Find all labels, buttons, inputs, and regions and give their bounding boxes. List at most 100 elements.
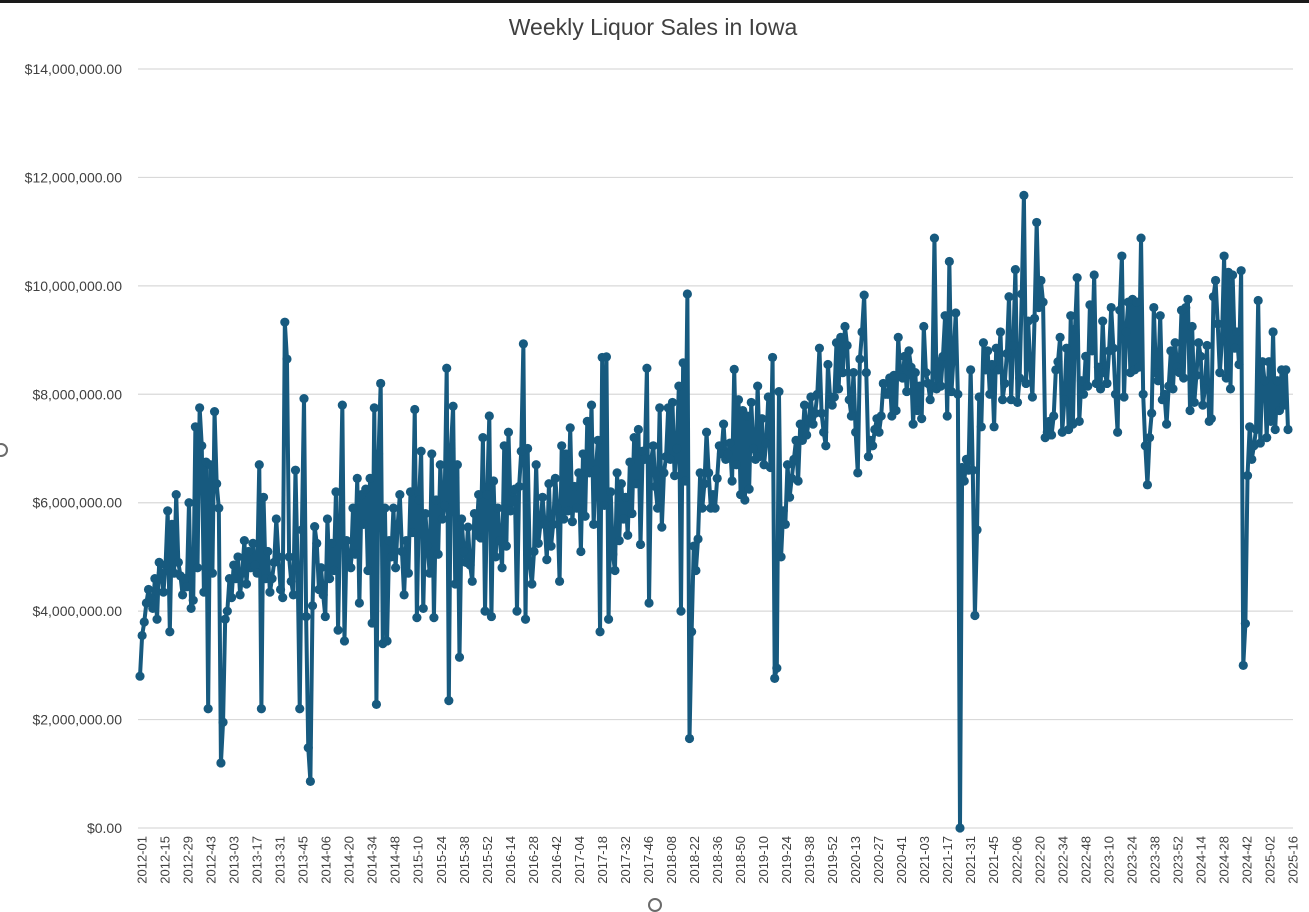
data-point (1198, 400, 1208, 410)
data-point (525, 560, 535, 570)
data-point (874, 427, 884, 437)
data-point (337, 400, 347, 410)
data-point (544, 479, 554, 489)
data-point (197, 441, 207, 451)
x-tick-label: 2023-52 (1170, 836, 1185, 884)
data-point (955, 823, 965, 833)
data-point (961, 454, 971, 464)
data-point (233, 552, 243, 562)
x-tick-label: 2023-10 (1101, 836, 1116, 884)
data-point (405, 487, 416, 497)
data-point (295, 704, 305, 714)
data-point (816, 408, 827, 418)
data-point (846, 411, 856, 421)
y-tick-label: $12,000,000.00 (25, 169, 123, 185)
data-point (1142, 480, 1153, 490)
data-point (486, 611, 497, 622)
data-point (827, 400, 837, 410)
x-tick-label: 2022-34 (1055, 836, 1070, 884)
x-tick-label: 2021-03 (917, 836, 932, 884)
left-resize-handle[interactable] (0, 443, 8, 457)
data-point (770, 673, 780, 683)
data-point (991, 343, 1001, 353)
data-point (612, 468, 622, 478)
data-point (163, 506, 173, 516)
data-point (723, 449, 733, 459)
data-point (303, 743, 313, 753)
data-point (785, 492, 795, 502)
data-point (250, 560, 260, 570)
data-point (623, 530, 633, 540)
data-point (190, 422, 200, 432)
data-point (312, 538, 322, 548)
data-point (625, 457, 635, 467)
y-tick-label: $0.00 (87, 820, 122, 836)
data-point (1168, 384, 1178, 394)
data-point (156, 568, 166, 578)
data-point (914, 381, 925, 391)
data-point (442, 363, 452, 373)
data-point (1162, 419, 1172, 429)
data-point (1115, 305, 1125, 315)
data-point (618, 514, 629, 524)
data-point (644, 598, 654, 608)
data-point (284, 552, 294, 562)
data-point (938, 351, 948, 361)
data-point (978, 338, 989, 348)
data-point (1102, 378, 1112, 389)
data-point (655, 403, 665, 413)
data-point (1038, 297, 1048, 307)
data-point (316, 563, 326, 573)
data-point (857, 327, 867, 337)
data-point (1140, 441, 1150, 451)
data-point (1051, 365, 1061, 375)
data-point (203, 704, 213, 714)
data-point (450, 579, 460, 589)
data-point (580, 511, 590, 521)
data-point (273, 552, 284, 562)
data-point (699, 479, 710, 489)
data-point (691, 565, 701, 576)
data-point (712, 473, 722, 483)
x-tick-label: 2021-17 (940, 836, 955, 884)
data-point (672, 443, 682, 454)
data-point (241, 579, 252, 589)
data-point (704, 468, 714, 478)
data-point (501, 541, 511, 551)
data-point (320, 611, 330, 622)
data-point (1196, 351, 1206, 361)
x-tick-label: 2018-36 (710, 836, 725, 884)
data-point (401, 536, 411, 546)
data-point (949, 351, 959, 361)
data-point (746, 397, 756, 408)
data-point (258, 492, 269, 502)
x-tick-label: 2017-32 (618, 836, 633, 884)
data-point (1240, 619, 1250, 629)
data-point (910, 368, 920, 378)
data-point (851, 427, 861, 437)
data-point (761, 438, 771, 448)
data-point (493, 503, 503, 513)
data-point (1247, 454, 1257, 464)
data-point (199, 587, 209, 597)
data-point (629, 433, 639, 443)
x-tick-label: 2019-38 (802, 836, 817, 884)
data-point (733, 395, 744, 405)
data-point (1189, 397, 1199, 408)
data-point (386, 552, 396, 562)
data-point (254, 460, 264, 470)
data-point (855, 354, 865, 364)
data-point (1166, 346, 1176, 356)
x-tick-label: 2015-38 (457, 836, 472, 884)
data-point (265, 587, 275, 597)
data-point (1183, 294, 1193, 305)
data-point (280, 317, 290, 327)
data-point (908, 419, 918, 429)
data-point (237, 568, 247, 578)
data-point (659, 468, 669, 478)
data-point (420, 508, 430, 519)
data-point (578, 449, 588, 459)
data-point (670, 471, 680, 481)
data-point (563, 506, 573, 516)
y-tick-label: $10,000,000.00 (25, 278, 123, 294)
